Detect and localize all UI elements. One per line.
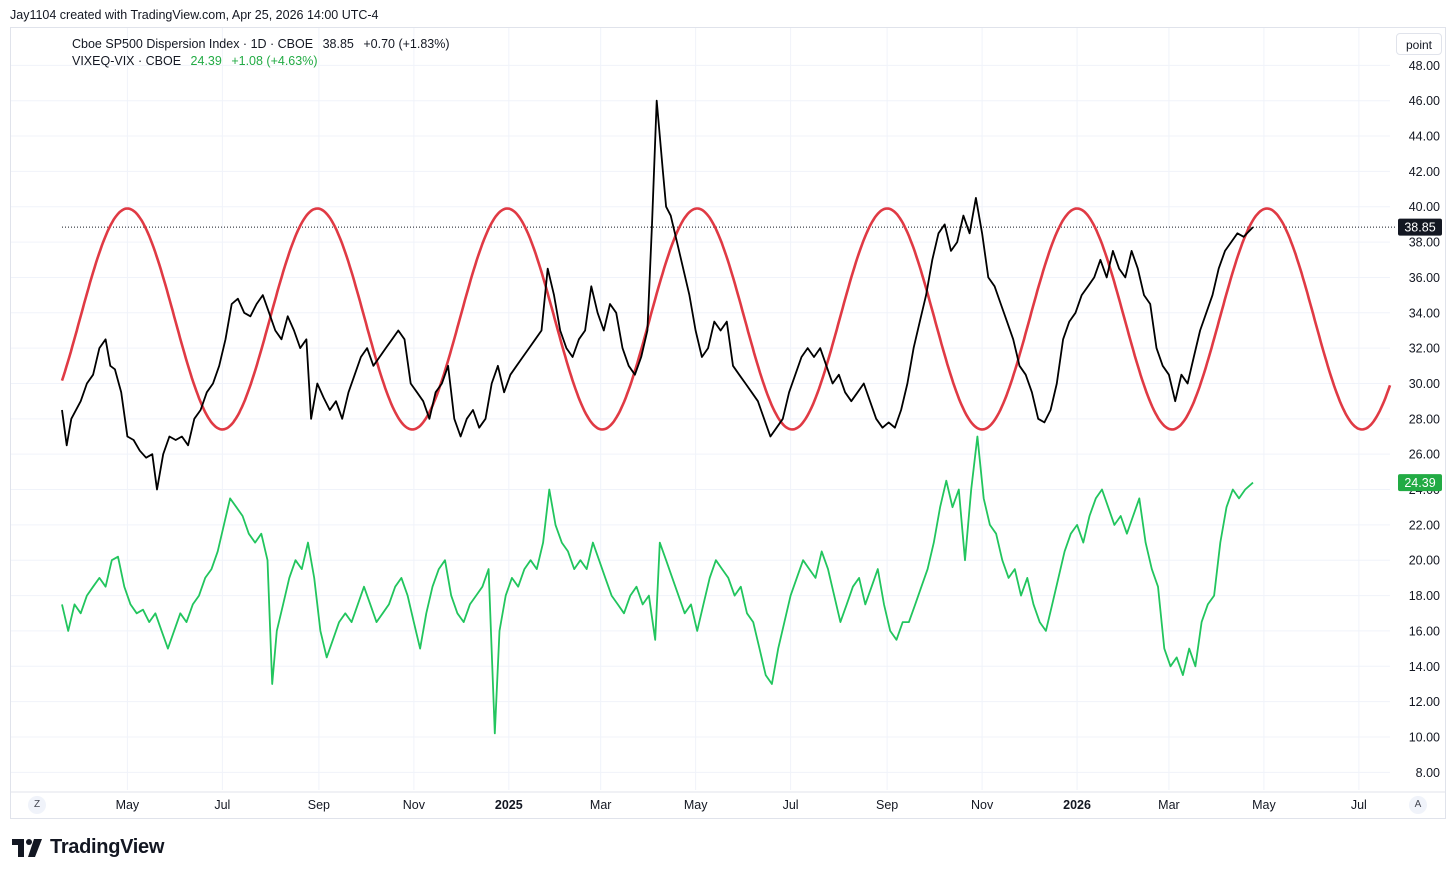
- x-tick-label: Nov: [971, 798, 994, 812]
- price-tags: 38.85 24.39: [1398, 218, 1442, 492]
- y-tick-label: 28.00: [1409, 412, 1440, 426]
- x-tick-label: May: [1252, 798, 1276, 812]
- legend-change-dispersion: +0.70 (+1.83%): [363, 37, 450, 51]
- y-tick-label: 10.00: [1409, 730, 1440, 744]
- y-tick-label: 18.00: [1409, 589, 1440, 603]
- x-tick-label: May: [116, 798, 140, 812]
- attribution-text: Jay1104 created with TradingView.com, Ap…: [10, 8, 379, 22]
- price-tag-vixeq-bg: [1398, 474, 1442, 492]
- x-axis: May Jul Sep Nov 2025 Mar May Jul Sep Nov 2026 Mar Ma…: [11, 791, 1445, 812]
- chart-frame: [10, 27, 1446, 819]
- x-tick-label: Sep: [876, 798, 898, 812]
- legend-series-dispersion[interactable]: Cboe SP500 Dispersion Index · 1D · CBOE …: [72, 36, 450, 53]
- price-tag-dispersion-text: 38.85: [1404, 221, 1435, 235]
- x-tick-label: Mar: [1158, 798, 1180, 812]
- x-tick-label: Nov: [403, 798, 426, 812]
- y-tick-label: 8.00: [1416, 766, 1440, 780]
- scale-mode-button[interactable]: point: [1396, 33, 1442, 55]
- x-tick-label: Jul: [1351, 798, 1367, 812]
- y-tick-label: 46.00: [1409, 94, 1440, 108]
- y-tick-label: 16.00: [1409, 624, 1440, 638]
- legend-name-dispersion: Cboe SP500 Dispersion Index · 1D · CBOE: [72, 37, 314, 51]
- y-tick-label: 48.00: [1409, 59, 1440, 73]
- legend: Cboe SP500 Dispersion Index · 1D · CBOE …: [72, 36, 450, 70]
- y-tick-label: 38.00: [1409, 236, 1440, 250]
- y-tick-label: 14.00: [1409, 660, 1440, 674]
- series-line-vixeq: [61, 435, 1254, 735]
- legend-series-vixeq[interactable]: VIXEQ-VIX · CBOE 24.39 +1.08 (+4.63%): [72, 53, 450, 70]
- y-tick-label: 12.00: [1409, 695, 1440, 709]
- brand-name: TradingView: [50, 836, 165, 858]
- x-tick-label: May: [684, 798, 708, 812]
- x-tick-label: 2026: [1063, 798, 1091, 812]
- price-tag-dispersion-bg: [1398, 218, 1442, 236]
- y-tick-label: 32.00: [1409, 342, 1440, 356]
- y-axis: 8.00 10.00 12.00 14.00 16.00 18.00 20.00 22.00 2…: [1409, 59, 1440, 780]
- y-tick-label: 26.00: [1409, 448, 1440, 462]
- series-layer: [60, 99, 1392, 735]
- tradingview-logo: TradingView: [12, 836, 164, 859]
- y-tick-label: 44.00: [1409, 130, 1440, 144]
- y-tick-label: 20.00: [1409, 554, 1440, 568]
- x-tick-label: Jul: [214, 798, 230, 812]
- y-tick-label: 42.00: [1409, 165, 1440, 179]
- x-tick-label: Mar: [590, 798, 612, 812]
- y-tick-label: 22.00: [1409, 518, 1440, 532]
- y-tick-label: 30.00: [1409, 377, 1440, 391]
- price-tag-vixeq-text: 24.39: [1404, 476, 1435, 490]
- x-tick-label: Sep: [308, 798, 330, 812]
- legend-change-vixeq: +1.08 (+4.63%): [231, 54, 318, 68]
- y-tick-label: 40.00: [1409, 200, 1440, 214]
- x-tick-label: Jul: [783, 798, 799, 812]
- y-tick-label: 34.00: [1409, 306, 1440, 320]
- x-tick-label: 2025: [495, 798, 523, 812]
- legend-value-vixeq: 24.39: [190, 54, 222, 68]
- legend-value-dispersion: 38.85: [322, 37, 354, 51]
- series-line-sine: [60, 207, 1392, 431]
- zoom-button[interactable]: Z: [28, 796, 46, 814]
- legend-name-vixeq: VIXEQ-VIX · CBOE: [72, 54, 182, 68]
- auto-scale-button[interactable]: A: [1409, 796, 1427, 814]
- y-tick-label: 36.00: [1409, 271, 1440, 285]
- tradingview-icon: [12, 838, 42, 857]
- series-line-dispersion: [61, 99, 1254, 491]
